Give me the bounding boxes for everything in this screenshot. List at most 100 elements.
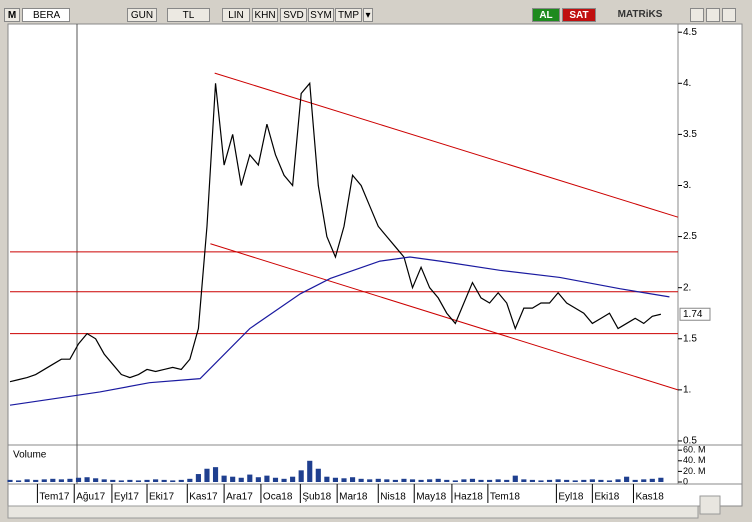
x-tick-label: Eyl17 <box>114 492 139 503</box>
volume-bar <box>272 477 279 482</box>
window-button[interactable] <box>722 8 736 22</box>
volume-bar <box>7 479 13 482</box>
volume-bar <box>409 479 416 482</box>
toolbar-button[interactable]: TMP <box>335 8 362 22</box>
volume-bar <box>187 478 193 482</box>
x-tick-label: Haz18 <box>454 492 483 503</box>
scrollbar[interactable] <box>7 505 699 519</box>
x-tick-label: Eyl18 <box>558 492 583 503</box>
volume-bar <box>461 479 467 482</box>
y-tick-label: 40. M <box>683 455 706 465</box>
volume-bar <box>624 476 630 482</box>
volume-bar <box>512 475 518 482</box>
volume-bar <box>15 480 22 482</box>
volume-bar <box>170 480 176 482</box>
price-line <box>9 81 662 383</box>
volume-bar <box>564 479 570 482</box>
volume-bar <box>478 479 484 482</box>
y-tick-label: 4.5 <box>683 27 697 38</box>
refresh-button[interactable] <box>699 495 721 515</box>
volume-bar <box>341 478 347 482</box>
price-line <box>9 256 670 406</box>
trend-line <box>210 243 679 391</box>
y-tick-label: 0 <box>683 476 688 486</box>
toolbar-button[interactable]: TL <box>167 8 210 22</box>
x-tick-label: Şub18 <box>302 492 331 503</box>
volume-bar <box>110 479 116 482</box>
y-tick-label: 2. <box>683 282 691 293</box>
volume-bar <box>144 479 150 482</box>
window-button[interactable] <box>706 8 720 22</box>
volume-bar <box>58 479 64 482</box>
volume-bar <box>529 479 535 482</box>
volume-bar <box>264 475 270 482</box>
volume-bar <box>298 470 304 482</box>
toolbar-button[interactable]: SVD <box>280 8 307 22</box>
volume-bar <box>649 478 655 482</box>
volume-bar <box>315 468 321 482</box>
sell-button[interactable]: SAT <box>562 8 596 22</box>
volume-bar <box>93 478 99 482</box>
x-tick-label: Tem18 <box>490 492 520 503</box>
volume-bar <box>238 477 244 482</box>
volume-bar <box>658 477 664 482</box>
x-tick-label: Oca18 <box>263 492 293 503</box>
volume-bar <box>101 479 107 482</box>
volume-bar <box>127 479 133 482</box>
toolbar-button[interactable]: SYM <box>308 8 334 22</box>
trend-line <box>214 72 679 218</box>
volume-bar <box>401 478 407 482</box>
volume-bar <box>50 478 56 482</box>
y-tick-label: 2.5 <box>683 231 697 242</box>
volume-bar <box>435 478 441 482</box>
volume-bar <box>375 478 381 482</box>
volume-bar <box>281 478 287 482</box>
volume-bar <box>581 479 587 482</box>
volume-bar <box>546 479 553 482</box>
volume-bar <box>230 476 236 482</box>
last-value-box <box>679 307 711 321</box>
volume-bar <box>67 478 73 482</box>
volume-bar <box>598 479 604 482</box>
x-tick-label: Mar18 <box>339 492 368 503</box>
volume-bar <box>392 479 398 482</box>
volume-bar <box>615 479 621 482</box>
volume-title: Volume <box>13 450 47 461</box>
volume-bar <box>153 479 159 482</box>
dropdown[interactable]: ▾ <box>363 8 373 22</box>
toolbar-button[interactable]: LIN <box>222 8 250 22</box>
y-tick-label: 1.5 <box>683 333 697 344</box>
volume-bar <box>487 479 493 482</box>
y-tick-label: 3. <box>683 180 691 191</box>
volume-bar <box>33 479 39 482</box>
volume-bar <box>332 477 339 482</box>
volume-bar <box>572 480 578 482</box>
volume-bar <box>418 479 424 482</box>
volume-bar <box>469 478 476 482</box>
volume-bar <box>212 467 219 482</box>
toolbar-button[interactable]: GUN <box>127 8 157 22</box>
volume-bar <box>384 479 390 482</box>
x-tick-label: Ara17 <box>226 492 253 503</box>
volume-bar <box>589 479 595 482</box>
x-tick-label: Eki17 <box>149 492 174 503</box>
volume-bar <box>204 468 210 482</box>
symbol-field[interactable]: BERA <box>22 8 70 22</box>
window-button[interactable] <box>690 8 704 22</box>
x-tick-label: Nis18 <box>380 492 406 503</box>
volume-bar <box>135 480 142 482</box>
x-tick-label: Kas17 <box>189 492 218 503</box>
volume-bar <box>255 477 261 482</box>
logo[interactable]: M <box>4 8 20 22</box>
toolbar-button[interactable]: KHN <box>252 8 278 22</box>
volume-bar <box>367 479 373 482</box>
y-tick-label: 3.5 <box>683 129 697 140</box>
volume-bar <box>24 479 30 482</box>
volume-bar <box>349 477 356 482</box>
volume-bar <box>452 480 458 482</box>
buy-button[interactable]: AL <box>532 8 560 22</box>
volume-bar <box>75 477 82 482</box>
volume-bar <box>641 479 647 482</box>
volume-bar <box>555 479 561 482</box>
